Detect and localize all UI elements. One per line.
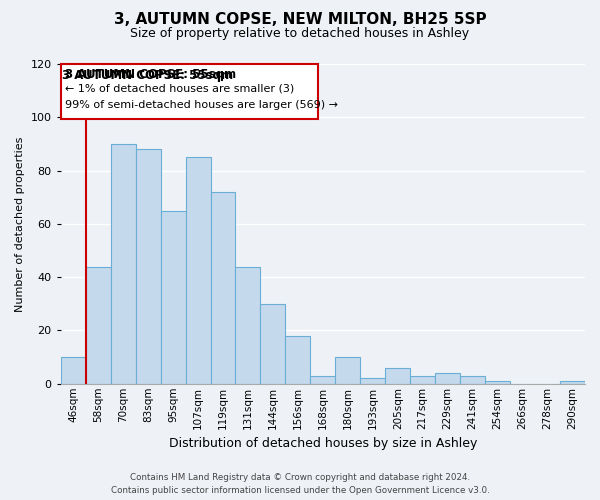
FancyBboxPatch shape <box>61 64 318 118</box>
Bar <box>310 376 335 384</box>
Bar <box>460 376 485 384</box>
Bar <box>286 336 310 384</box>
Bar <box>86 266 110 384</box>
Bar <box>185 158 211 384</box>
Bar <box>136 150 161 384</box>
Bar <box>560 381 585 384</box>
Bar <box>361 378 385 384</box>
Bar <box>235 266 260 384</box>
Y-axis label: Number of detached properties: Number of detached properties <box>15 136 25 312</box>
Bar <box>410 376 435 384</box>
Text: Size of property relative to detached houses in Ashley: Size of property relative to detached ho… <box>130 28 470 40</box>
Bar <box>61 357 86 384</box>
Bar <box>260 304 286 384</box>
Text: 99% of semi-detached houses are larger (569) →: 99% of semi-detached houses are larger (… <box>65 100 338 110</box>
Bar <box>335 357 361 384</box>
Bar <box>110 144 136 384</box>
Bar <box>161 210 185 384</box>
Text: ← 1% of detached houses are smaller (3): ← 1% of detached houses are smaller (3) <box>65 84 294 94</box>
Text: 3 AUTUMN COPSE: 55sqm: 3 AUTUMN COPSE: 55sqm <box>62 70 233 82</box>
Bar <box>435 373 460 384</box>
Text: 3, AUTUMN COPSE, NEW MILTON, BH25 5SP: 3, AUTUMN COPSE, NEW MILTON, BH25 5SP <box>113 12 487 28</box>
Text: Contains HM Land Registry data © Crown copyright and database right 2024.
Contai: Contains HM Land Registry data © Crown c… <box>110 474 490 495</box>
Bar <box>385 368 410 384</box>
Bar <box>485 381 510 384</box>
X-axis label: Distribution of detached houses by size in Ashley: Distribution of detached houses by size … <box>169 437 477 450</box>
Text: 3 AUTUMN COPSE: 55sqm: 3 AUTUMN COPSE: 55sqm <box>65 68 236 81</box>
Bar <box>211 192 235 384</box>
